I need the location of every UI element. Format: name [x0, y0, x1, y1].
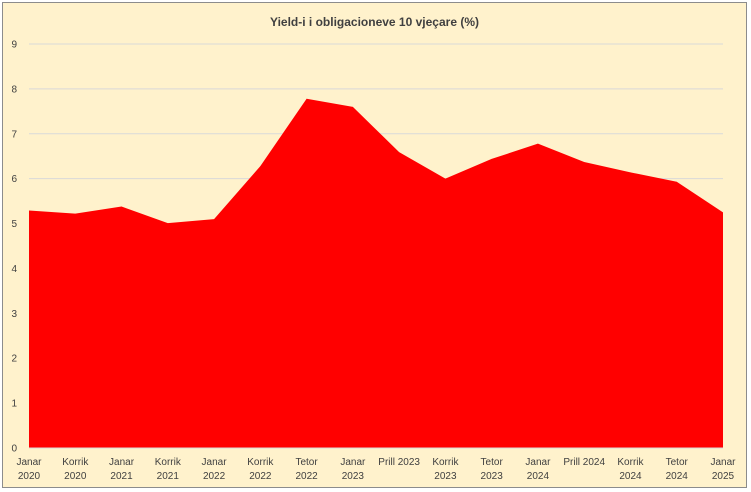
x-tick-label: Tetor 2022 — [295, 457, 318, 482]
x-tick-label: Korrik 2023 — [432, 457, 459, 482]
y-tick-label: 3 — [11, 309, 17, 320]
x-tick-label: Tetor 2023 — [481, 457, 504, 482]
x-tick-label: Korrik 2024 — [617, 457, 644, 482]
x-tick-label: Prill 2024 — [563, 457, 605, 468]
area-chart: 0 1 2 3 4 5 6 7 8 9 Janar 2020 Korrik 2020 Janar 2021 Ko… — [11, 40, 736, 483]
y-tick-label: 5 — [11, 219, 17, 230]
x-tick-label: Korrik 2020 — [62, 457, 89, 482]
chart-title: Yield-i i obligacioneve 10 vjeçare (%) — [270, 15, 479, 29]
area-series — [29, 98, 723, 449]
x-tick-label: Janar 2023 — [340, 457, 366, 482]
x-tick-label: Prill 2023 — [378, 457, 420, 468]
y-tick-label: 1 — [11, 399, 17, 410]
y-tick-label: 7 — [11, 129, 17, 140]
y-tick-label: 9 — [11, 40, 17, 51]
y-tick-label: 6 — [11, 174, 17, 185]
x-tick-label: Janar 2022 — [202, 457, 228, 482]
y-tick-label: 4 — [11, 264, 17, 275]
y-tick-label: 2 — [11, 354, 17, 365]
chart-frame: Yield-i i obligacioneve 10 vjeçare (%) 0… — [2, 2, 747, 488]
x-tick-label: Janar 2020 — [16, 457, 42, 482]
x-tick-label: Janar 2024 — [525, 457, 551, 482]
y-tick-label: 8 — [11, 84, 17, 95]
y-tick-label: 0 — [11, 444, 17, 455]
x-tick-label: Korrik 2022 — [247, 457, 274, 482]
x-tick-label: Janar 2021 — [109, 457, 135, 482]
x-tick-label: Janar 2025 — [710, 457, 736, 482]
x-tick-label: Korrik 2021 — [155, 457, 182, 482]
x-tick-label: Tetor 2024 — [666, 457, 689, 482]
